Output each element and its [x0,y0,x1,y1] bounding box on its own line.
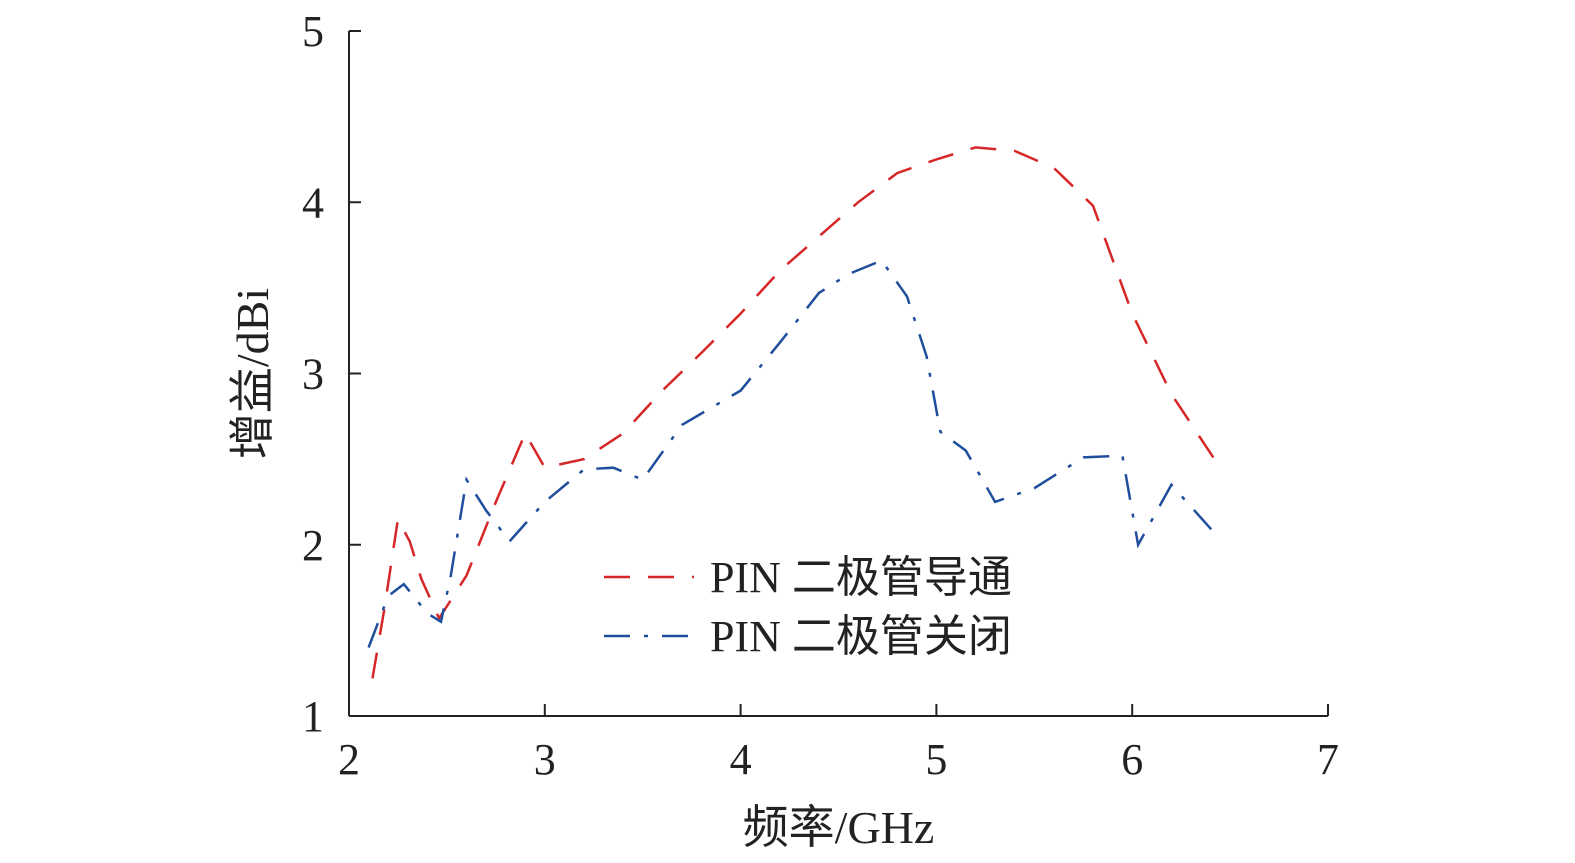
y-axis-title: 增益/dBi [227,288,278,459]
x-axis-title: 频率/GHz [743,802,935,853]
y-tick-label: 5 [302,7,324,56]
x-tick-label: 6 [1121,735,1143,784]
y-tick-label: 3 [302,350,324,399]
legend-label-series-1: PIN 二极管关闭 [710,612,1012,661]
y-tick-label: 4 [302,178,324,227]
x-tick-label: 7 [1317,735,1339,784]
y-ticks: 1 2 3 4 5 [302,7,361,741]
x-tick-label: 2 [338,735,360,784]
y-tick-label: 2 [302,521,324,570]
x-tick-label: 5 [925,735,947,784]
y-tick-label: 1 [302,692,324,741]
series-line-1 [367,258,1216,648]
x-tick-label: 4 [730,735,752,784]
legend: PIN 二极管导通 PIN 二极管关闭 [604,553,1012,661]
series-layer [367,146,1216,679]
x-tick-label: 3 [534,735,556,784]
legend-label-series-0: PIN 二极管导通 [710,553,1012,602]
series-line-0 [371,146,1216,679]
x-ticks: 2 3 4 5 6 7 [338,704,1339,784]
